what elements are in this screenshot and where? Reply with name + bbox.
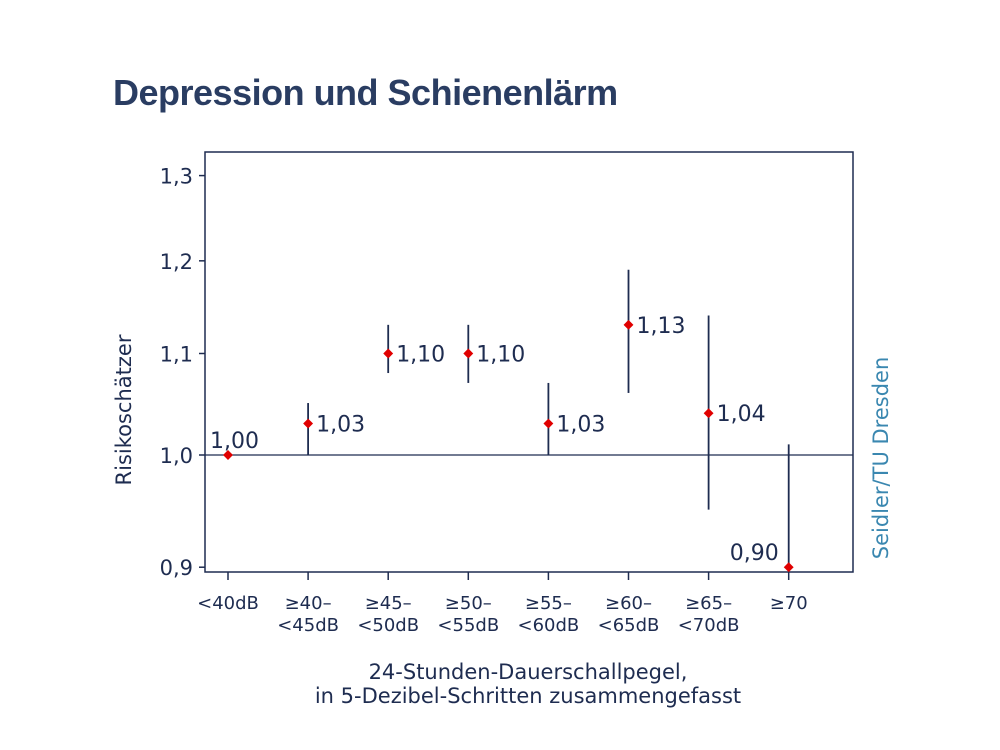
x-axis-label: 24-Stunden-Dauerschallpegel,	[369, 660, 688, 684]
x-tick-label: <45dB	[277, 615, 339, 636]
data-label: 1,00	[210, 429, 259, 454]
x-tick-label: ≥55–	[525, 593, 572, 614]
data-point	[783, 562, 794, 573]
x-tick-label: <65dB	[598, 615, 660, 636]
data-point	[703, 408, 714, 419]
data-point	[303, 418, 314, 429]
data-point	[463, 348, 474, 359]
x-tick-label: <55dB	[437, 615, 499, 636]
data-label: 1,03	[556, 413, 605, 438]
source-credit: Seidler/TU Dresden	[869, 357, 893, 560]
x-tick-label: ≥45–	[365, 593, 412, 614]
data-label: 1,10	[396, 342, 445, 367]
chart-title: Depression und Schienenlärm	[113, 72, 618, 113]
data-label: 1,13	[637, 314, 686, 339]
x-tick-label: ≥60–	[605, 593, 652, 614]
data-label: 1,10	[476, 342, 525, 367]
plot-frame	[204, 151, 854, 573]
data-point	[543, 418, 554, 429]
y-axis-label: Risikoschätzer	[112, 334, 136, 485]
y-tick-label: 1,0	[160, 444, 193, 468]
data-point	[223, 450, 233, 460]
x-tick-label: ≥50–	[445, 593, 492, 614]
data-point	[623, 319, 634, 330]
y-tick-label: 1,3	[160, 165, 193, 189]
y-tick-label: 1,1	[160, 342, 193, 366]
x-tick-label: <50dB	[357, 615, 419, 636]
x-tick-label: ≥65–	[685, 593, 732, 614]
y-tick-label: 1,2	[160, 250, 193, 274]
data-label: 1,04	[717, 402, 766, 427]
x-tick-label: ≥40–	[285, 593, 332, 614]
data-label: 1,03	[316, 413, 365, 438]
x-tick-label: ≥70	[770, 593, 808, 614]
x-tick-label: <60dB	[518, 615, 580, 636]
y-tick-label: 0,9	[160, 556, 193, 580]
x-axis-label: in 5-Dezibel-Schritten zusammengefasst	[315, 684, 741, 708]
x-tick-label: <40dB	[197, 593, 259, 614]
x-tick-label: <70dB	[678, 615, 740, 636]
data-label: 0,90	[730, 541, 779, 566]
data-point	[383, 348, 394, 359]
